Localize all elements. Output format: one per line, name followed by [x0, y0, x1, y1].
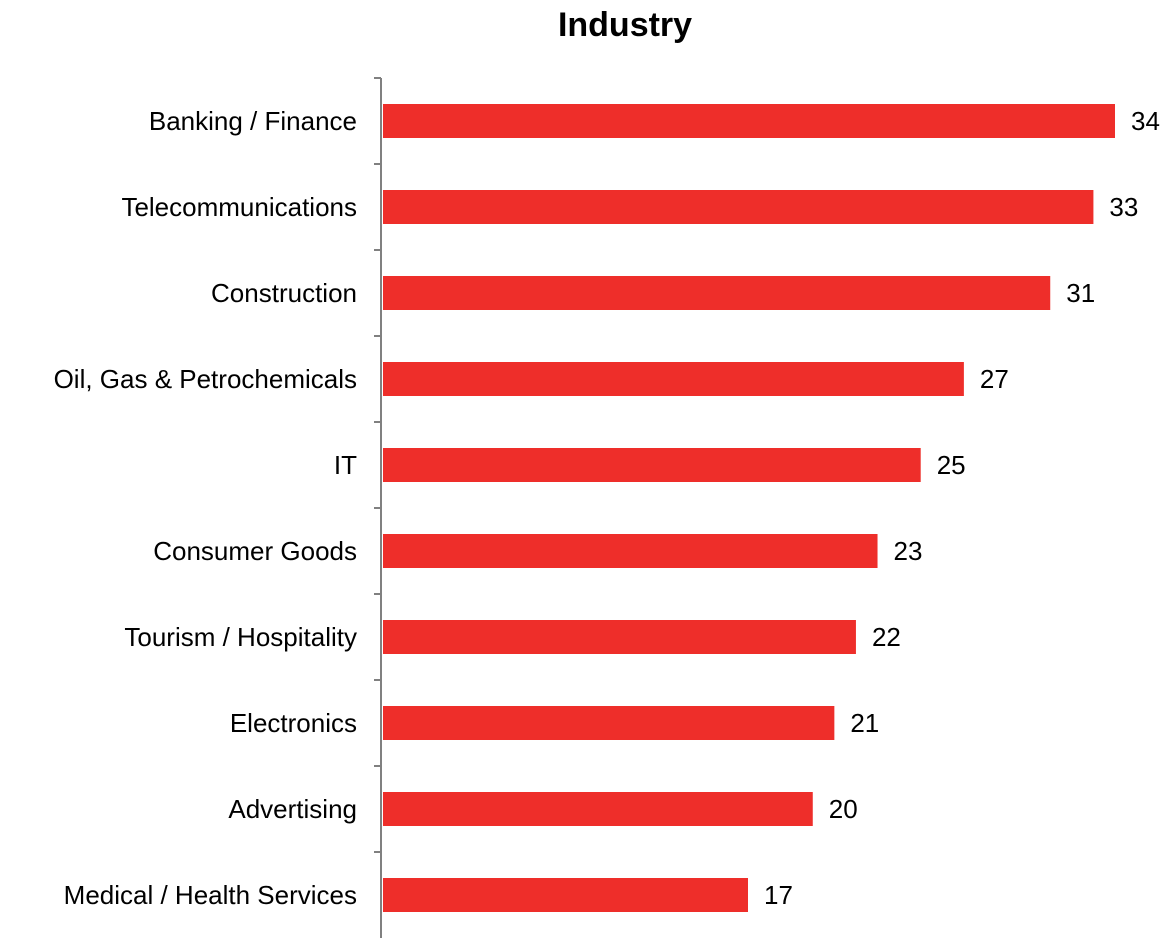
bar [383, 104, 1115, 138]
category-label: Construction [211, 278, 357, 308]
data-label: 27 [980, 364, 1009, 394]
bar [383, 190, 1094, 224]
data-label: 22 [872, 622, 901, 652]
data-label: 33 [1109, 192, 1138, 222]
data-label: 17 [764, 880, 793, 910]
chart-title: Industry [557, 6, 693, 44]
category-label: Medical / Health Services [64, 880, 357, 910]
bar [383, 362, 964, 396]
bar [383, 276, 1051, 310]
data-label: 23 [894, 536, 923, 566]
category-labels: Banking / Finance Telecommunications Const… [54, 106, 358, 910]
category-label: Consumer Goods [153, 536, 357, 566]
category-label: Electronics [230, 708, 357, 738]
data-label: 25 [937, 450, 966, 480]
category-label: Telecommunications [121, 192, 357, 222]
data-label: 21 [850, 708, 879, 738]
category-label: Oil, Gas & Petrochemicals [54, 364, 357, 394]
data-label: 31 [1066, 278, 1095, 308]
bar [383, 534, 878, 568]
y-axis [374, 77, 382, 938]
value-labels: 34 33 31 27 25 23 22 21 20 17 [764, 106, 1160, 910]
category-label: Tourism / Hospitality [124, 622, 357, 652]
bar [383, 792, 813, 826]
bar [383, 448, 921, 482]
bars-group [383, 104, 1115, 912]
category-label: Advertising [228, 794, 357, 824]
category-label: IT [334, 450, 357, 480]
bar [383, 706, 835, 740]
bar [383, 878, 748, 912]
data-label: 34 [1131, 106, 1160, 136]
category-label: Banking / Finance [149, 106, 357, 136]
bar [383, 620, 856, 654]
data-label: 20 [829, 794, 858, 824]
